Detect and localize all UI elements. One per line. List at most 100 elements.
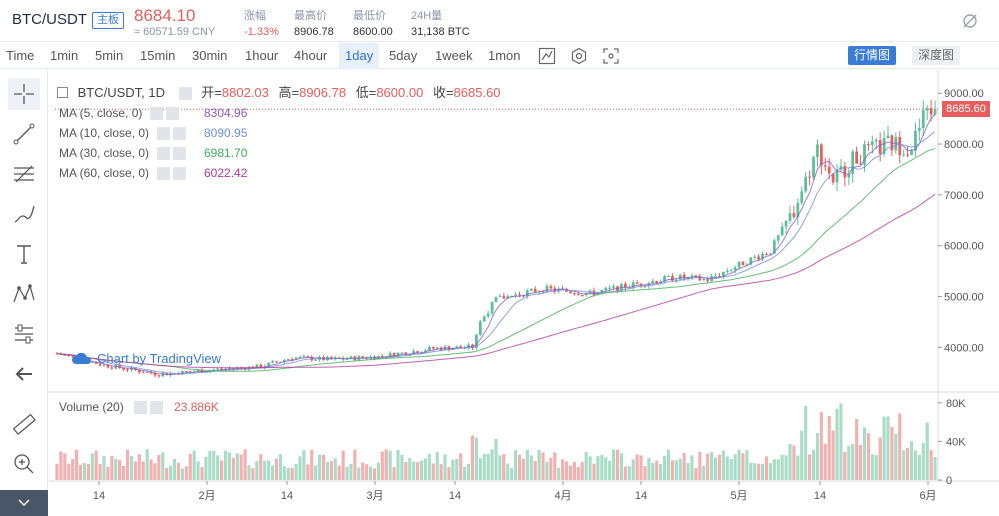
volume-bar [243, 449, 247, 480]
candle-body [271, 361, 274, 363]
tf-15min[interactable]: 15min [140, 48, 176, 63]
volume-bar [502, 454, 506, 480]
volume-tick-label: 80K [946, 398, 966, 410]
volume-bar [153, 463, 157, 480]
stat-low: 最低价 8600.00 [353, 10, 393, 38]
candle-body [90, 361, 94, 363]
collapse-legend-icon[interactable] [57, 87, 68, 98]
tab-depth-chart[interactable]: 深度图 [912, 46, 961, 65]
volume-bar [365, 464, 369, 480]
tf-5day[interactable]: 5day [389, 48, 418, 63]
indicator-icon[interactable] [538, 47, 556, 65]
tf-30min[interactable]: 30min [192, 48, 228, 63]
tf-5min[interactable]: 5min [95, 48, 124, 63]
tf-1mon[interactable]: 1mon [488, 48, 521, 63]
time-tick-label: 2月 [198, 490, 215, 502]
volume-bar [839, 403, 843, 480]
candle-body [663, 276, 666, 282]
candle-body [314, 359, 318, 361]
candle-body [870, 141, 874, 146]
candle-body [282, 360, 286, 362]
price-chart[interactable]: 9000.00 8000.00 7000.00 6000.00 5000.00 4000.… [49, 70, 999, 516]
candle-body [769, 253, 772, 255]
pattern-tool[interactable] [8, 278, 40, 310]
price-tick-label: 6000.00 [944, 241, 984, 253]
volume-bar [525, 449, 529, 480]
volume-bar [902, 450, 906, 480]
legend-settings-icon[interactable] [178, 87, 192, 101]
brush-icon [14, 205, 35, 223]
fib-tool[interactable] [8, 158, 40, 190]
volume-bar [749, 462, 753, 480]
candle-body [749, 257, 753, 265]
ma10-legend: MA (10, close, 0) 8090.95 [59, 126, 248, 141]
volume-bar [59, 451, 63, 480]
text-tool[interactable] [8, 238, 40, 270]
chart-area[interactable]: 9000.00 8000.00 7000.00 6000.00 5000.00 4000.… [49, 70, 999, 516]
volume-bar [909, 441, 914, 480]
prediction-tool[interactable] [8, 318, 40, 350]
eye-off-icon[interactable] [961, 12, 979, 30]
back-tool[interactable] [8, 358, 40, 390]
trendline-tool[interactable] [8, 118, 40, 150]
volume-bar [184, 466, 188, 480]
volume-bar [533, 460, 537, 480]
candle-body [275, 361, 278, 363]
candle-body [925, 108, 929, 111]
volume-bar [294, 463, 298, 480]
candle-body [259, 364, 263, 369]
candle-body [702, 278, 706, 281]
zoom-tool[interactable] [8, 448, 40, 480]
drawing-toolbar [0, 70, 48, 516]
candle-body [812, 157, 815, 178]
ruler-tool[interactable] [8, 408, 40, 440]
volume-bar [310, 449, 314, 480]
volume-bar [63, 453, 67, 480]
candle-body [890, 135, 894, 151]
volume-legend: Volume (20) 23.886K [59, 400, 219, 415]
trendline-icon [13, 123, 35, 145]
tf-4hour[interactable]: 4hour [294, 48, 328, 63]
tf-1hour[interactable]: 1hour [245, 48, 279, 63]
candle-body [733, 267, 737, 271]
close-label: 收= [432, 85, 454, 100]
candle-body [220, 368, 223, 370]
high-label: 高= [278, 85, 300, 100]
volume-bar [298, 456, 302, 480]
brush-tool[interactable] [8, 198, 40, 230]
candle-body [729, 270, 733, 272]
tab-market-chart[interactable]: 行情图 [848, 46, 897, 65]
volume-bar [74, 449, 79, 480]
volume-bar [404, 462, 408, 480]
time-tick-label: 14 [93, 490, 105, 502]
volume-bar [674, 460, 678, 480]
tf-1day[interactable]: 1day [339, 43, 380, 69]
tf-time[interactable]: Time [6, 48, 35, 63]
chevron-down-icon [18, 499, 30, 507]
volume-bar [478, 458, 482, 480]
candle-body [714, 275, 717, 277]
candle-body [424, 350, 427, 353]
tf-1min[interactable]: 1min [50, 48, 79, 63]
crosshair-tool[interactable] [8, 78, 40, 110]
volume-bar [169, 465, 173, 480]
settings-gear-icon[interactable] [570, 47, 588, 65]
volume-bar [482, 453, 486, 480]
collapse-toolbar-button[interactable] [0, 490, 48, 516]
time-tick-label: 14 [281, 490, 293, 502]
candle-body [255, 364, 259, 369]
volume-bar [98, 463, 102, 480]
volume-bar [710, 451, 714, 480]
ma60-legend: MA (60, close, 0) 6022.42 [59, 166, 248, 181]
tf-1week[interactable]: 1week [435, 48, 473, 63]
volume-bar [118, 459, 122, 480]
tradingview-watermark[interactable]: Chart by TradingView [71, 351, 221, 366]
candle-body [863, 144, 866, 165]
fullscreen-icon[interactable] [602, 47, 620, 65]
time-tick-label: 6月 [919, 490, 936, 502]
volume-bar [729, 458, 733, 480]
candle-body [894, 137, 898, 151]
time-tick-label: 3月 [366, 490, 383, 502]
volume-bar [780, 454, 784, 480]
volume-bar [733, 454, 737, 480]
